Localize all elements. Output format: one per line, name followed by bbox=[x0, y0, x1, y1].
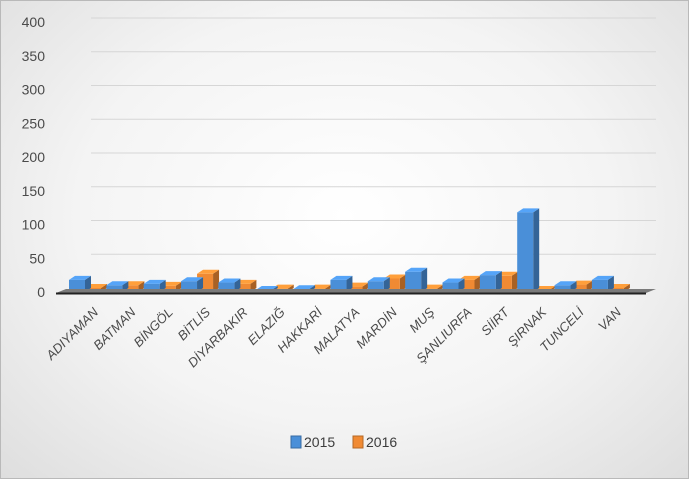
x-tick-label: MARDİN bbox=[353, 304, 400, 351]
legend-swatch bbox=[352, 435, 364, 449]
y-axis-ticks: 0 50 100 150 200 250 300 350 400 bbox=[22, 14, 46, 300]
legend-label: 2016 bbox=[366, 434, 397, 450]
legend: 2015 2016 bbox=[290, 434, 397, 450]
bar-2015-0 bbox=[69, 275, 91, 292]
x-axis-labels: ADIYAMANBATMANBİNGÖLBİTLİSDİYARBAKIRELAZ… bbox=[42, 304, 624, 371]
x-tick-label: SİİRT bbox=[478, 304, 513, 339]
bar-2015-10 bbox=[442, 278, 465, 292]
y-tick-label: 250 bbox=[22, 115, 46, 131]
bar-2015-7 bbox=[330, 275, 353, 292]
bar-2015-12 bbox=[517, 208, 540, 292]
bar-2015-3 bbox=[181, 277, 204, 292]
x-tick-label: BATMAN bbox=[90, 304, 139, 353]
legend-label: 2015 bbox=[304, 434, 335, 450]
bar-2015-4 bbox=[218, 278, 241, 292]
bar-2015-9 bbox=[405, 267, 428, 292]
legend-swatch bbox=[290, 435, 302, 449]
y-tick-label: 100 bbox=[22, 217, 46, 233]
x-axis-floor bbox=[56, 289, 656, 293]
y-tick-label: 0 bbox=[37, 284, 45, 300]
bar-2015-2 bbox=[143, 279, 166, 292]
x-tick-label: BİNGÖL bbox=[130, 305, 175, 350]
x-axis bbox=[56, 289, 656, 295]
y-tick-label: 350 bbox=[22, 48, 46, 64]
bar-2015-8 bbox=[367, 277, 390, 292]
x-tick-label: ADIYAMAN bbox=[42, 304, 101, 363]
y-tick-label: 50 bbox=[29, 250, 45, 266]
x-tick-label: MUŞ bbox=[406, 304, 437, 335]
y-tick-label: 200 bbox=[22, 149, 46, 165]
bar-2015-11 bbox=[479, 271, 502, 292]
y-tick-label: 400 bbox=[22, 14, 46, 30]
y-tick-label: 300 bbox=[22, 82, 46, 98]
bar-2015-14 bbox=[591, 275, 614, 292]
y-tick-label: 150 bbox=[22, 183, 46, 199]
gridlines bbox=[91, 17, 656, 255]
x-tick-label: VAN bbox=[595, 304, 624, 333]
